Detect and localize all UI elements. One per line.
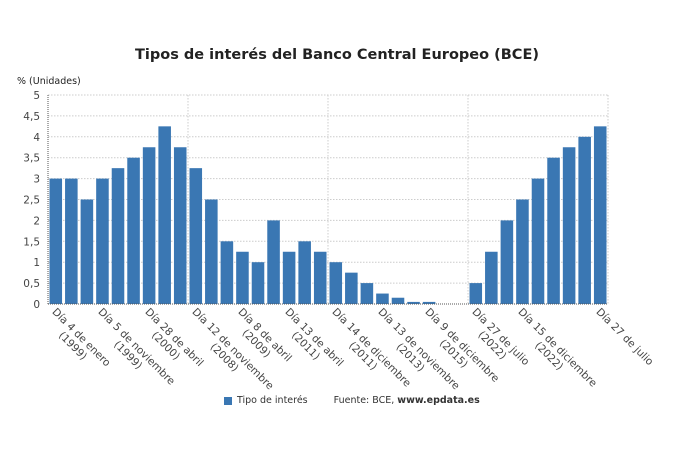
bar [391,297,405,304]
y-tick-label: 0,5 [23,278,40,290]
bar [407,301,420,304]
bar [80,199,94,304]
bar [189,168,203,304]
bar [220,241,234,304]
source-site: www.epdata.es [397,395,480,406]
y-tick-label: 2,5 [23,195,40,207]
y-axis-label: % (Unidades) [17,76,81,87]
y-tick-label: 0 [33,299,40,311]
bar [313,251,327,304]
bar [127,157,140,304]
bar [65,178,78,304]
legend: Tipo de interés Fuente: BCE, www.epdata.… [224,395,480,406]
bar [578,136,591,304]
bar [547,157,560,304]
bar [376,293,389,304]
y-tick-label: 1,5 [23,236,40,248]
legend-label: Tipo de interés [237,395,308,406]
bar [173,147,187,304]
bar [267,220,280,304]
bar [345,272,358,304]
y-tick-label: 2 [33,215,40,227]
y-tick-label: 1 [33,257,40,269]
y-tick-label: 5 [33,90,40,102]
bar [593,126,607,304]
bar [251,262,265,304]
chart-title: Tipos de interés del Banco Central Europ… [135,47,539,63]
bar [49,178,63,304]
bar [422,301,436,304]
bar [96,178,109,304]
bar [360,283,374,304]
bar [531,178,545,304]
bar [205,199,218,304]
bar [158,126,171,304]
y-tick-label: 4 [33,132,40,144]
bar [298,241,311,304]
bar [282,251,296,304]
y-tick-label: 4,5 [23,111,40,123]
bar [329,262,343,304]
bar [111,168,125,304]
bar [142,147,156,304]
y-tick-label: 3 [33,174,40,186]
bar [236,251,249,304]
bar [469,283,483,304]
bar [516,199,529,304]
source-text: Fuente: BCE, www.epdata.es [334,395,480,406]
bar [562,147,576,304]
bar [500,220,514,304]
source-prefix: Fuente: BCE, [333,395,398,406]
bar [485,251,498,304]
y-tick-label: 3,5 [23,153,40,165]
legend-swatch [224,396,232,405]
